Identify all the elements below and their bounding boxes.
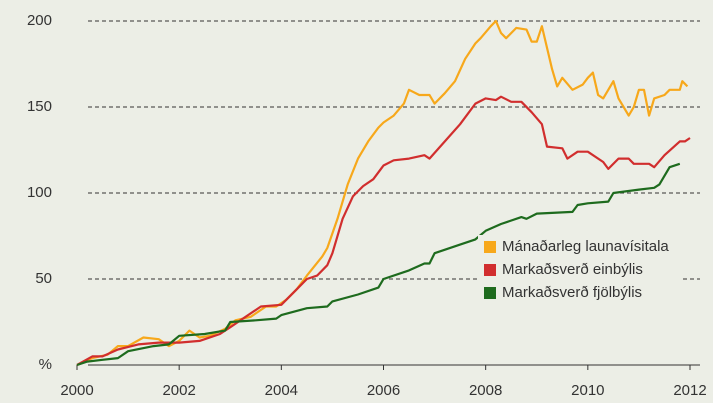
y-tick-label: 100 <box>27 184 52 201</box>
legend-swatch <box>484 241 496 253</box>
x-tick-label: 2012 <box>673 382 706 399</box>
legend-label: Mánaðarleg launavísitala <box>502 238 669 255</box>
y-tick-label: 50 <box>35 270 52 287</box>
x-tick-label: 2000 <box>60 382 93 399</box>
x-tick-label: 2010 <box>571 382 604 399</box>
x-tick-label: 2004 <box>265 382 298 399</box>
x-tick-label: 2002 <box>162 382 195 399</box>
series-line <box>76 162 681 367</box>
legend-label: Markaðsverð fjölbýlis <box>502 284 642 301</box>
y-tick-label: 200 <box>27 12 52 29</box>
legend-swatch <box>484 287 496 299</box>
legend-swatch <box>484 264 496 276</box>
y-tick-label: % <box>39 356 52 373</box>
y-tick-label: 150 <box>27 98 52 115</box>
x-tick-label: 2008 <box>469 382 502 399</box>
x-tick-label: 2006 <box>367 382 400 399</box>
legend-background <box>478 235 683 317</box>
legend-label: Markaðsverð einbýlis <box>502 261 643 278</box>
